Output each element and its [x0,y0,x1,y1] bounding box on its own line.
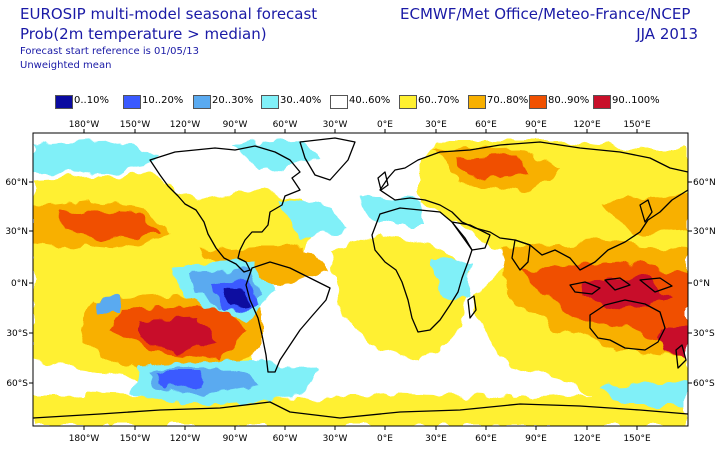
legend-label: 0..10% [74,95,109,106]
legend-swatch [261,95,279,109]
lon-label-bottom: 90°W [223,434,248,444]
lon-label-top: 120°W [170,120,201,130]
lon-label-top: 180°W [69,120,100,130]
coastlines [33,137,688,419]
lon-label-top: 120°E [573,120,601,130]
legend-swatch [529,95,547,109]
legend-label: 40..60% [349,95,391,106]
lon-label-bottom: 60°E [475,434,497,444]
lon-label-bottom: 120°E [573,434,601,444]
season-label: JJA 2013 [636,25,698,43]
legend-label: 70..80% [487,95,529,106]
lon-label-bottom: 180°W [69,434,100,444]
lon-label-bottom: 120°W [170,434,201,444]
lon-label-top: 30°E [425,120,447,130]
lon-label-bottom: 150°W [120,434,151,444]
legend-label: 10..20% [142,95,184,106]
legend-swatch [330,95,348,109]
lat-label-left: 30°S [6,329,28,339]
probability-field [33,133,688,426]
legend-swatch [55,95,73,109]
lon-label-top: 60°W [273,120,298,130]
title: EUROSIP multi-model seasonal forecast [20,5,318,23]
lat-label-right: 60°S [693,379,715,389]
forecast-reference: Forecast start reference is 01/05/13 [20,46,199,57]
legend-label: 20..30% [212,95,254,106]
lon-label-bottom: 30°E [425,434,447,444]
lon-label-bottom: 0°E [377,434,393,444]
map-frame [32,132,689,427]
legend-label: 90..100% [612,95,660,106]
lon-label-top: 150°E [623,120,651,130]
subtitle: Prob(2m temperature > median) [20,25,267,43]
lon-label-top: 90°E [525,120,547,130]
legend-swatch [193,95,211,109]
lon-label-top: 30°W [323,120,348,130]
legend-label: 60..70% [418,95,460,106]
lat-label-left: 60°N [5,178,28,188]
lat-label-right: 60°N [693,178,716,188]
lon-label-bottom: 30°W [323,434,348,444]
lat-label-left: 0°N [11,279,28,289]
lon-label-top: 150°W [120,120,151,130]
legend-swatch [399,95,417,109]
lon-label-bottom: 60°W [273,434,298,444]
lon-label-top: 90°W [223,120,248,130]
lon-label-top: 60°E [475,120,497,130]
legend-label: 30..40% [280,95,322,106]
legend-swatch [468,95,486,109]
organizations: ECMWF/Met Office/Meteo-France/NCEP [400,5,691,23]
lat-label-right: 30°S [693,329,715,339]
lat-label-left: 60°S [6,379,28,389]
legend-swatch [593,95,611,109]
lon-label-bottom: 90°E [525,434,547,444]
lat-label-right: 30°N [693,227,716,237]
lat-label-right: 0°N [693,279,710,289]
legend-label: 80..90% [548,95,590,106]
lon-label-top: 0°E [377,120,393,130]
axis-ticks: 180°W 150°W 120°W 90°W 60°W 30°W 0°E 30°E 60°E 90… [5,120,715,444]
lat-label-left: 30°N [5,227,28,237]
lon-label-bottom: 150°E [623,434,651,444]
legend-swatch [123,95,141,109]
weighting-note: Unweighted mean [20,60,112,71]
